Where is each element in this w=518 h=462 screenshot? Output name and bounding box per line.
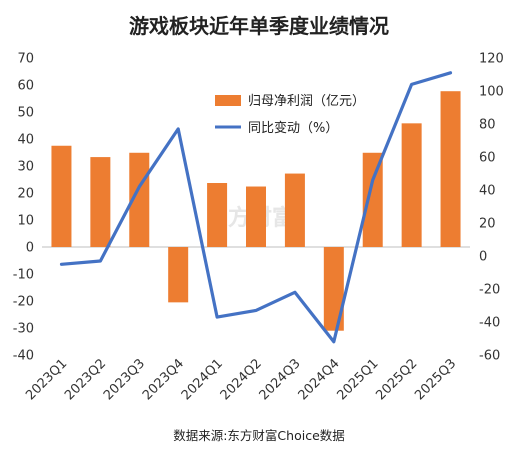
x-tick-label: 2023Q2 [62,356,109,403]
bar-2023Q1 [51,145,72,247]
x-tick-label: 2025Q2 [373,356,420,403]
x-tick-label: 2024Q2 [218,356,265,403]
bar-2023Q4 [168,247,189,303]
x-tick-label: 2025Q3 [412,356,459,403]
left-tick-label: 10 [17,214,34,229]
x-tick-label: 2024Q3 [257,356,304,403]
bar-2025Q3 [440,91,461,248]
left-axis-ticks: -40 -30 -20 -10 0 10 20 30 40 50 60 70 [13,52,34,364]
left-tick-label: 20 [17,187,34,202]
right-axis-ticks: -60 -40 -20 0 20 40 60 80 100 120 [479,52,504,364]
right-tick-label: -40 [479,316,500,331]
x-tick-label: 2023Q4 [140,356,187,403]
line-series-yoy [59,71,453,344]
left-tick-label: -20 [13,295,34,310]
right-tick-label: 60 [479,151,496,166]
x-tick-label: 2024Q1 [179,356,226,403]
legend-label-yoy: 同比变动（%） [248,120,338,136]
x-axis-ticks: 2023Q12023Q22023Q32023Q42024Q12024Q22024… [23,356,459,403]
left-tick-label: -30 [13,322,34,337]
right-tick-label: 100 [479,85,504,100]
x-tick-label: 2025Q1 [334,356,381,403]
left-tick-label: -10 [13,268,34,283]
left-tick-label: 0 [26,241,34,256]
bar-2025Q2 [401,123,422,247]
left-tick-label: 50 [17,106,34,121]
x-tick-label: 2024Q4 [296,356,343,403]
right-tick-label: -20 [479,283,500,298]
bar-2024Q2 [246,186,266,247]
legend-swatch-profit [215,95,241,106]
bar-2023Q3 [129,152,150,247]
right-tick-label: 40 [479,184,496,199]
right-tick-label: 120 [479,52,504,67]
legend: 归母净利润（亿元） 同比变动（%） [215,94,365,136]
left-tick-label: 60 [17,79,34,94]
bar-series [51,91,461,331]
left-tick-label: 70 [17,52,34,67]
bar-2023Q2 [90,157,111,247]
right-tick-label: 80 [479,118,496,133]
right-tick-label: -60 [479,349,500,364]
bar-2024Q3 [284,173,305,247]
x-tick-label: 2023Q3 [101,356,148,403]
bar-2024Q1 [207,183,228,247]
bar-2024Q4 [323,247,344,331]
source-note: 数据来源:东方财富Choice数据 [173,428,345,443]
right-tick-label: 20 [479,217,496,232]
left-tick-label: -40 [13,349,34,364]
bar-2025Q1 [362,152,383,247]
chart-title: 游戏板块近年单季度业绩情况 [129,14,389,38]
left-tick-label: 40 [17,133,34,148]
legend-label-profit: 归母净利润（亿元） [248,94,365,109]
left-tick-label: 30 [17,160,34,175]
right-tick-label: 0 [479,250,487,265]
